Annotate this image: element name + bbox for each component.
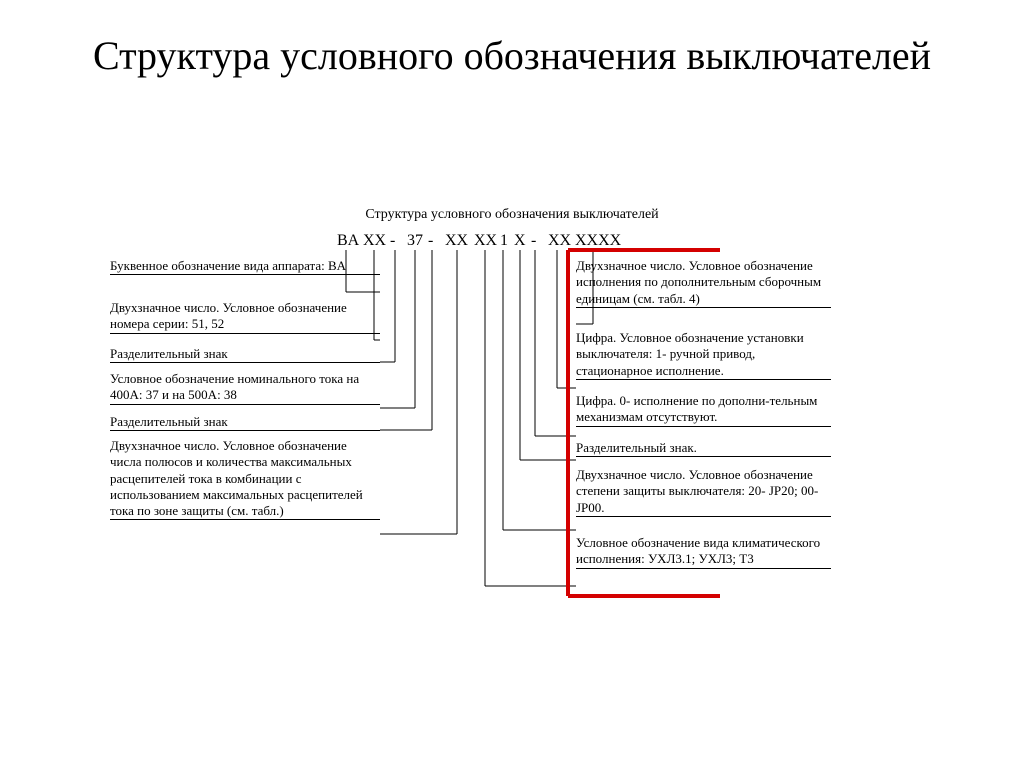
right-label-1: Цифра. Условное обозначение установки вы…	[576, 330, 831, 380]
right-label-0: Двухзначное число. Условное обозначение …	[576, 258, 831, 308]
right-label-4: Двухзначное число. Условное обозначение …	[576, 467, 831, 517]
code-seg-0: BA	[337, 232, 359, 250]
right-label-3: Разделительный знак.	[576, 440, 831, 457]
code-seg-8: X	[514, 232, 526, 250]
left-label-2: Разделительный знак	[110, 346, 380, 363]
left-label-4: Разделительный знак	[110, 414, 380, 431]
code-seg-1: XX	[363, 232, 386, 250]
code-seg-5: XX	[445, 232, 468, 250]
left-label-5: Двухзначное число. Условное обозначение …	[110, 438, 380, 520]
code-seg-9: -	[531, 232, 536, 250]
left-label-3: Условное обозначение номинального тока н…	[110, 371, 380, 405]
code-seg-6: XX	[474, 232, 497, 250]
code-seg-3: 37	[407, 232, 423, 250]
code-seg-7: 1	[500, 232, 508, 250]
code-seg-10: XX	[548, 232, 571, 250]
code-seg-4: -	[428, 232, 433, 250]
code-seg-11: XXXX	[575, 232, 621, 250]
left-label-0: Буквенное обозначение вида аппарата: BA	[110, 258, 380, 275]
code-seg-2: -	[390, 232, 395, 250]
right-label-2: Цифра. 0- исполнение по дополни-тельным …	[576, 393, 831, 427]
right-label-5: Условное обозначение вида климатического…	[576, 535, 831, 569]
left-label-1: Двухзначное число. Условное обозначение …	[110, 300, 380, 334]
